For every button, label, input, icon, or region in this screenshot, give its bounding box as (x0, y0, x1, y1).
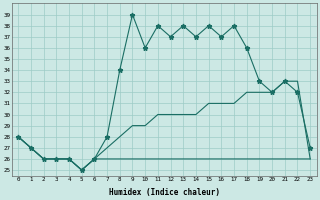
X-axis label: Humidex (Indice chaleur): Humidex (Indice chaleur) (109, 188, 220, 197)
